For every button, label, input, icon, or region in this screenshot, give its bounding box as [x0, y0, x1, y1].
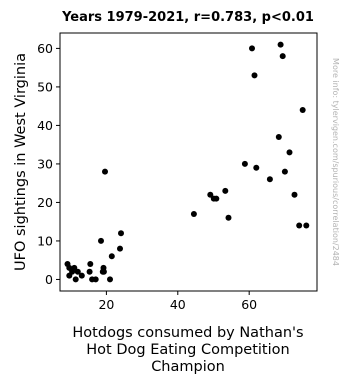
- data-point: [251, 72, 258, 79]
- data-point: [277, 41, 284, 48]
- data-point: [253, 164, 260, 171]
- data-point: [74, 268, 81, 275]
- chart-title: Years 1979-2021, r=0.783, p<0.01: [61, 10, 314, 25]
- data-point: [281, 168, 288, 175]
- source-note: More info: tylervigen.com/spurious/corre…: [331, 58, 340, 266]
- y-tick-label: 0: [45, 272, 53, 287]
- data-point: [108, 253, 115, 260]
- data-point: [249, 45, 255, 52]
- data-point: [102, 168, 108, 175]
- x-axis-label-line-2: Hot Dog Eating Competition: [86, 342, 289, 358]
- data-points: [64, 41, 310, 283]
- data-point: [296, 222, 303, 229]
- data-point: [303, 222, 310, 229]
- data-point: [87, 261, 94, 267]
- x-tick-label: 40: [170, 297, 186, 312]
- plot-area: [59, 32, 318, 292]
- x-tick-label: 60: [241, 297, 257, 312]
- data-point: [225, 214, 232, 221]
- y-axis-ticks: 0 10 20 30 40 50 60: [37, 41, 60, 287]
- x-axis-label-line-3: Champion: [151, 359, 225, 375]
- data-point: [86, 268, 93, 275]
- y-tick-label: 60: [37, 41, 53, 56]
- y-tick-label: 50: [37, 79, 53, 94]
- data-point: [190, 211, 197, 217]
- data-point: [100, 268, 107, 275]
- data-point: [241, 160, 248, 167]
- data-point: [286, 149, 293, 156]
- data-point: [107, 276, 113, 283]
- data-point: [72, 276, 79, 283]
- x-axis-label-line-1: Hotdogs consumed by Nathan's: [72, 325, 303, 341]
- data-point: [92, 276, 99, 283]
- x-axis-ticks: 20 40 60: [98, 291, 257, 312]
- data-point: [266, 176, 273, 183]
- y-tick-label: 10: [37, 233, 53, 248]
- data-point: [291, 191, 298, 198]
- data-point: [299, 107, 306, 113]
- data-point: [275, 134, 282, 140]
- data-point: [78, 272, 85, 279]
- data-point: [207, 191, 214, 198]
- x-tick-label: 20: [98, 297, 114, 312]
- y-axis-label: UFO sightings in West Virginia: [13, 53, 29, 271]
- data-point: [117, 245, 123, 252]
- y-tick-label: 20: [37, 195, 53, 210]
- y-tick-label: 30: [37, 156, 53, 171]
- data-point: [279, 53, 286, 60]
- data-point: [118, 230, 124, 237]
- data-point: [213, 195, 220, 202]
- data-point: [98, 237, 104, 244]
- data-point: [222, 187, 229, 194]
- y-tick-label: 40: [37, 118, 53, 133]
- data-point: [71, 264, 78, 271]
